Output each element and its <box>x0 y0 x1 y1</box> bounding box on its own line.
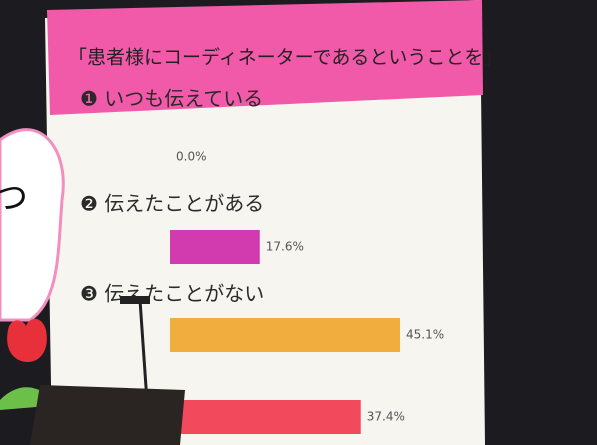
tulip <box>7 319 47 362</box>
value-label: 37.4% <box>367 410 405 424</box>
chart-title: 「患者様にコーディネーターであるということを」 <box>68 47 502 69</box>
value-label: 45.1% <box>406 328 444 342</box>
chart: 「患者様にコーディネーターであるということを」 ❶ いつも伝えている 0.0% ❷ … <box>0 0 597 445</box>
bubble-text: つ <box>0 179 28 219</box>
value-label: 0.0% <box>176 150 207 164</box>
category-label: ❷ 伝えたことがある <box>80 192 264 216</box>
bar <box>170 318 400 352</box>
category-label: ❶ いつも伝えている <box>80 87 263 111</box>
category-label: ❸ 伝えたことがない <box>80 282 264 306</box>
podium <box>30 385 185 445</box>
value-label: 17.6% <box>266 240 304 254</box>
bar <box>170 400 361 434</box>
bar <box>170 230 260 264</box>
